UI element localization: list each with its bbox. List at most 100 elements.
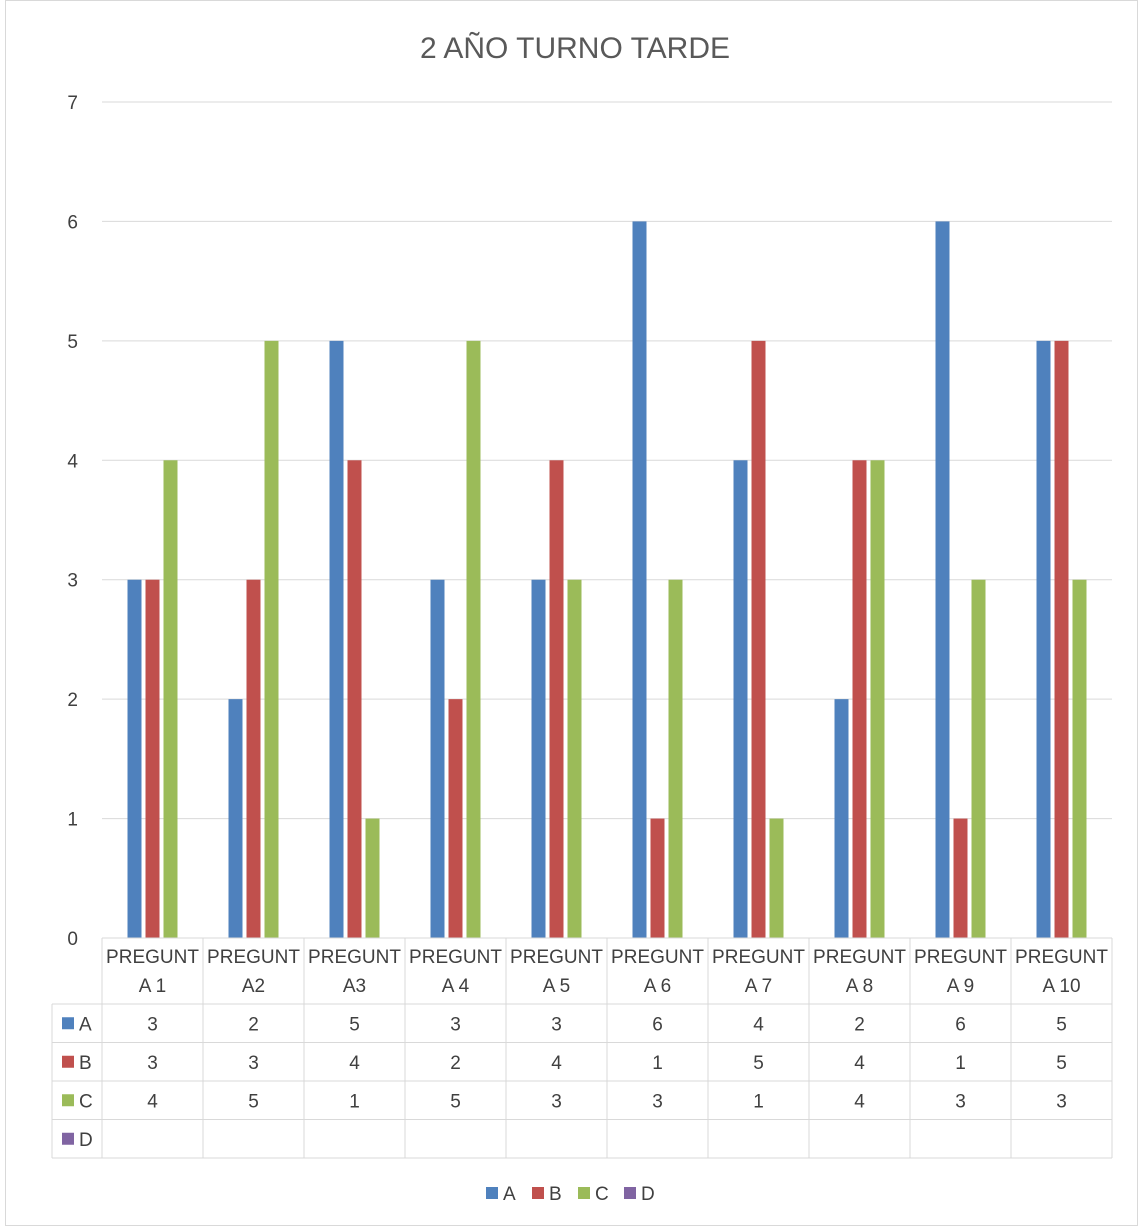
category-label: A2 — [242, 976, 265, 997]
bar-c — [264, 340, 279, 938]
bar-a — [531, 579, 546, 938]
data-label: 2 — [854, 1014, 865, 1035]
bar-b — [1054, 340, 1069, 938]
bar-b — [953, 818, 968, 938]
bar-a — [834, 699, 849, 938]
data-label: 6 — [955, 1014, 966, 1035]
category-label: PREGUNT — [409, 947, 502, 968]
series-key-c — [62, 1094, 74, 1107]
legend-key-b — [532, 1187, 544, 1199]
data-label: 6 — [652, 1014, 663, 1035]
y-tick-label: 1 — [67, 810, 78, 831]
legend: A B C D — [486, 1184, 655, 1205]
bar-c — [1072, 579, 1087, 938]
chart-frame — [5, 0, 1138, 1226]
bar-a — [329, 340, 344, 938]
data-label: 1 — [753, 1091, 764, 1112]
data-label: 3 — [147, 1014, 158, 1035]
category-label: A 10 — [1042, 976, 1080, 997]
y-tick-label: 2 — [67, 690, 78, 711]
category-label: PREGUNT — [308, 947, 401, 968]
category-label: PREGUNT — [207, 947, 300, 968]
data-label: 3 — [551, 1091, 562, 1112]
bar-c — [163, 460, 178, 938]
legend-key-c — [578, 1187, 590, 1199]
bar-b — [347, 460, 362, 938]
bar-c — [365, 818, 380, 938]
bar-b — [650, 818, 665, 938]
category-label: A 5 — [543, 976, 570, 997]
data-label: 1 — [349, 1091, 360, 1112]
data-label: 3 — [147, 1053, 158, 1074]
bar-c — [971, 579, 986, 938]
category-label: PREGUNT — [712, 947, 805, 968]
data-table: PREGUNT A 1 PREGUNT A2 PREGUNT A 3 PREGUNT A 4 PR… — [51, 937, 1113, 1159]
data-label: 1 — [652, 1053, 663, 1074]
category-label: A 9 — [947, 976, 974, 997]
category-label: A 1 — [139, 976, 166, 997]
bar-b — [751, 340, 766, 938]
category-label: PREGUNT — [106, 947, 199, 968]
bar-c — [668, 579, 683, 938]
data-label: 1 — [955, 1053, 966, 1074]
bar-a — [127, 579, 142, 938]
category-label: A 4 — [442, 976, 470, 997]
bar-b — [852, 460, 867, 938]
bar-a — [1036, 340, 1051, 938]
data-label: 4 — [753, 1014, 764, 1035]
data-label: 3 — [652, 1091, 663, 1112]
bar-a — [632, 221, 647, 938]
bar-c — [870, 460, 885, 938]
legend-label: B — [549, 1184, 562, 1205]
data-label: 3 — [1056, 1091, 1067, 1112]
data-label: 4 — [349, 1053, 360, 1074]
bar-c — [466, 340, 481, 938]
series-label: C — [79, 1091, 93, 1112]
bar-b — [145, 579, 160, 938]
y-tick-label: 6 — [67, 212, 78, 233]
bar-a — [935, 221, 950, 938]
series-key-d — [62, 1132, 74, 1145]
bar-a — [733, 460, 748, 938]
data-label: 5 — [450, 1091, 461, 1112]
data-label: 5 — [1056, 1053, 1067, 1074]
bars — [127, 221, 1087, 938]
data-label: 4 — [854, 1091, 865, 1112]
series-key-a — [62, 1017, 74, 1030]
data-label: 4 — [551, 1053, 562, 1074]
data-label: 3 — [551, 1014, 562, 1035]
legend-label: C — [595, 1184, 609, 1205]
bar-a — [430, 579, 445, 938]
y-axis-ticks: 0 1 2 3 4 5 6 7 — [67, 93, 78, 950]
bar-c — [769, 818, 784, 938]
data-label: 5 — [349, 1014, 360, 1035]
data-label: 2 — [248, 1014, 259, 1035]
category-label: A 8 — [846, 976, 873, 997]
data-label: 4 — [147, 1091, 158, 1112]
category-label: PREGUNT — [611, 947, 704, 968]
series-label: D — [79, 1130, 93, 1151]
legend-label: D — [641, 1184, 655, 1205]
category-label: PREGUNT — [813, 947, 906, 968]
chart-title: 2 AÑO TURNO TARDE — [420, 31, 730, 65]
y-tick-label: 7 — [67, 93, 78, 114]
data-label: 5 — [1056, 1014, 1067, 1035]
legend-label: A — [503, 1184, 516, 1205]
category-label: PREGUNT — [1015, 947, 1108, 968]
data-label: 3 — [248, 1053, 259, 1074]
legend-key-d — [624, 1187, 636, 1199]
data-label: 4 — [854, 1053, 865, 1074]
category-label: A 7 — [745, 976, 772, 997]
series-label: A — [79, 1014, 92, 1035]
series-key-b — [62, 1055, 74, 1068]
category-label: PREGUNT — [510, 947, 603, 968]
bar-b — [448, 699, 463, 938]
data-label: 3 — [955, 1091, 966, 1112]
data-label: 5 — [248, 1091, 259, 1112]
data-label: 3 — [450, 1014, 461, 1035]
legend-key-a — [486, 1187, 498, 1199]
bar-b — [549, 460, 564, 938]
bar-c — [567, 579, 582, 938]
y-tick-label: 3 — [67, 571, 78, 592]
